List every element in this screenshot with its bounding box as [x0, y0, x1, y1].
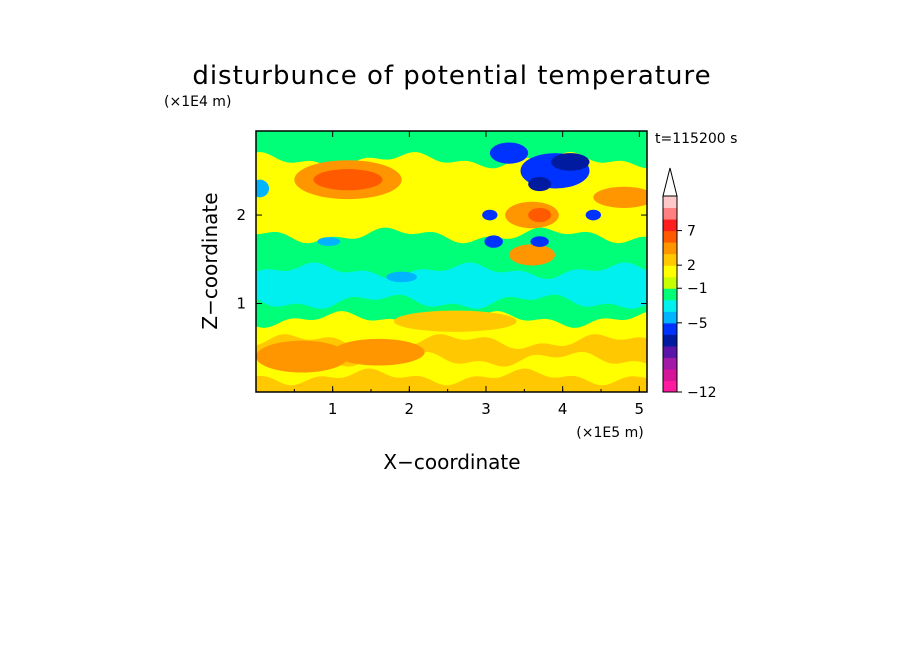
contour-feature [256, 179, 270, 198]
colorbar-label: 7 [687, 224, 696, 240]
x-tick-label: 1 [328, 400, 338, 418]
colorbar-swatch [663, 276, 677, 289]
contour-feature [313, 169, 383, 191]
colorbar-swatch [663, 357, 677, 370]
colorbar-swatch [663, 265, 677, 278]
colorbar-swatch [663, 242, 677, 255]
contour-feature [489, 142, 529, 164]
colorbar-label: 2 [687, 258, 696, 274]
contour-feature [528, 177, 552, 192]
y-axis-label: Z−coordinate [198, 192, 222, 329]
contour-feature [256, 340, 348, 373]
time-label: t=115200 s [655, 131, 737, 147]
x-tick-label: 3 [481, 400, 491, 418]
colorbar-swatch [663, 311, 677, 324]
contour-feature [386, 271, 417, 283]
x-unit-label: (×1E5 m) [576, 425, 643, 441]
x-tick-label: 2 [405, 400, 415, 418]
contour-feature [528, 207, 552, 223]
contour-feature [482, 209, 498, 221]
contour-feature [484, 235, 503, 248]
plot-area [256, 131, 647, 392]
contour-feature [551, 153, 590, 171]
x-tick-label: 4 [558, 400, 568, 418]
colorbar-swatch [663, 288, 677, 301]
colorbar-label: −5 [687, 316, 708, 332]
colorbar-swatch [663, 230, 677, 243]
colorbar-swatch [663, 207, 677, 220]
contour-feature [585, 209, 601, 221]
plot-frame [255, 130, 648, 393]
colorbar-swatch [663, 253, 677, 266]
contour-feature [332, 338, 425, 366]
x-tick-label: 5 [635, 400, 645, 418]
contour-feature [509, 244, 555, 266]
y-axis: 12 [236, 206, 647, 313]
colorbar-swatch [663, 219, 677, 232]
y-tick-label: 2 [236, 206, 246, 224]
colorbar: 7 2 −1 −5 −12 [662, 167, 717, 401]
y-unit-label: (×1E4 m) [164, 94, 231, 110]
contour-feature [317, 237, 341, 247]
contour-feature [394, 310, 517, 332]
colorbar-extend-arrow [662, 167, 678, 197]
chart-title: disturbunce of potential temperature [192, 61, 711, 91]
colorbar-swatch [663, 368, 677, 381]
colorbar-swatch [663, 334, 677, 347]
colorbar-swatch [663, 380, 677, 393]
colorbar-label: −1 [687, 281, 708, 297]
colorbar-swatch [663, 345, 677, 358]
colorbar-swatch [663, 299, 677, 312]
x-axis: 1 2 3 4 5 [293, 131, 645, 418]
x-axis-label: X−coordinate [383, 450, 520, 474]
colorbar-swatch [663, 322, 677, 335]
contour-feature [530, 236, 549, 247]
y-tick-label: 1 [236, 295, 246, 313]
colorbar-swatch [663, 196, 677, 209]
colorbar-label: −12 [687, 385, 717, 401]
contour-band [256, 368, 647, 392]
contour-feature [593, 186, 647, 208]
